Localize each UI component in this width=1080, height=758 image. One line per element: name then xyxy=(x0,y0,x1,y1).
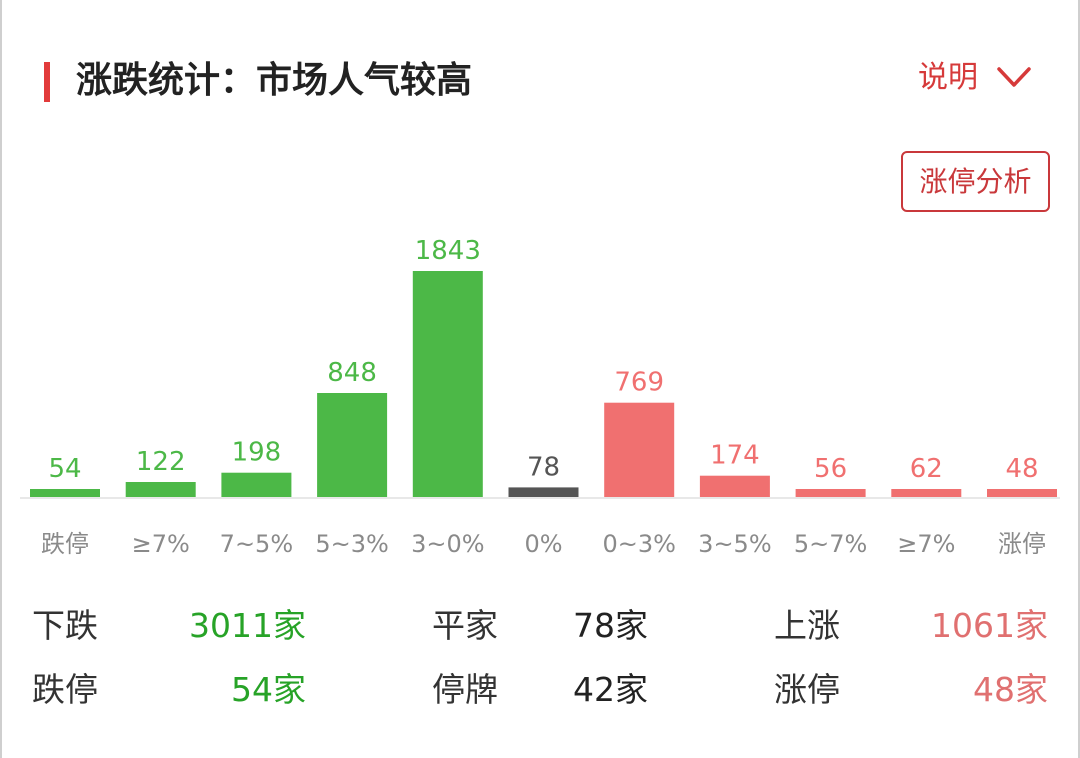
bar-value-label-8: 56 xyxy=(814,454,847,484)
bar-value-label-6: 769 xyxy=(614,368,664,398)
stat-down-label: 下跌 xyxy=(32,606,98,645)
bar-value-label-2: 198 xyxy=(232,438,282,468)
chevron-down-icon[interactable] xyxy=(996,66,1032,90)
bar-5 xyxy=(508,487,579,497)
category-label-3: 5~3% xyxy=(315,530,388,558)
stat-limit-up-value: 48家 xyxy=(973,670,1048,709)
bar-value-label-3: 848 xyxy=(327,358,377,388)
title-accent-bar xyxy=(44,62,50,102)
stat-limit-down-value: 54家 xyxy=(231,670,306,709)
stat-flat-label: 平家 xyxy=(432,606,498,645)
bar-8 xyxy=(795,489,866,497)
category-label-7: 3~5% xyxy=(698,530,771,558)
category-label-2: 7~5% xyxy=(220,530,293,558)
bar-value-label-5: 78 xyxy=(527,452,560,482)
bar-4 xyxy=(412,271,483,497)
bar-10 xyxy=(987,489,1057,497)
category-label-9: ≥7% xyxy=(897,530,955,558)
bar-7 xyxy=(699,475,770,497)
stat-suspended-value: 42家 xyxy=(573,670,648,709)
category-label-1: ≥7% xyxy=(132,530,190,558)
bar-2 xyxy=(221,472,292,497)
frame-right-border xyxy=(1078,0,1080,758)
stat-up-value: 1061家 xyxy=(931,606,1048,645)
distribution-bar-chart: 54 跌停 122 ≥7% 198 7~5% 848 5~3% 1843 3~0% 78 0% 769 0… xyxy=(20,236,1060,558)
help-button[interactable]: 说明 xyxy=(918,60,978,95)
stat-limit-down-label: 跌停 xyxy=(32,670,98,709)
page-title: 涨跌统计：市场人气较高 xyxy=(76,60,473,101)
bar-value-label-7: 174 xyxy=(710,441,760,471)
bar-value-label-0: 54 xyxy=(48,454,81,484)
stat-suspended-label: 停牌 xyxy=(432,670,498,709)
frame-left-border xyxy=(0,0,2,758)
category-label-5: 0% xyxy=(524,530,562,558)
bar-value-label-10: 48 xyxy=(1005,454,1038,484)
bar-value-label-9: 62 xyxy=(910,454,943,484)
bar-9 xyxy=(891,489,962,497)
category-label-10: 涨停 xyxy=(998,530,1046,558)
stat-limit-up-label: 涨停 xyxy=(774,670,840,709)
bar-value-label-1: 122 xyxy=(136,447,186,477)
bar-0 xyxy=(30,489,100,497)
category-label-8: 5~7% xyxy=(794,530,867,558)
bar-3 xyxy=(317,393,388,497)
category-label-4: 3~0% xyxy=(411,530,484,558)
stat-down-value: 3011家 xyxy=(189,606,306,645)
bar-value-label-4: 1843 xyxy=(415,236,481,266)
category-label-6: 0~3% xyxy=(602,530,675,558)
limit-up-analysis-button[interactable]: 涨停分析 xyxy=(901,151,1050,212)
bar-6 xyxy=(604,402,675,497)
stat-up-label: 上涨 xyxy=(774,606,840,645)
category-label-0: 跌停 xyxy=(41,530,89,558)
bar-1 xyxy=(125,482,196,497)
stat-flat-value: 78家 xyxy=(573,606,648,645)
